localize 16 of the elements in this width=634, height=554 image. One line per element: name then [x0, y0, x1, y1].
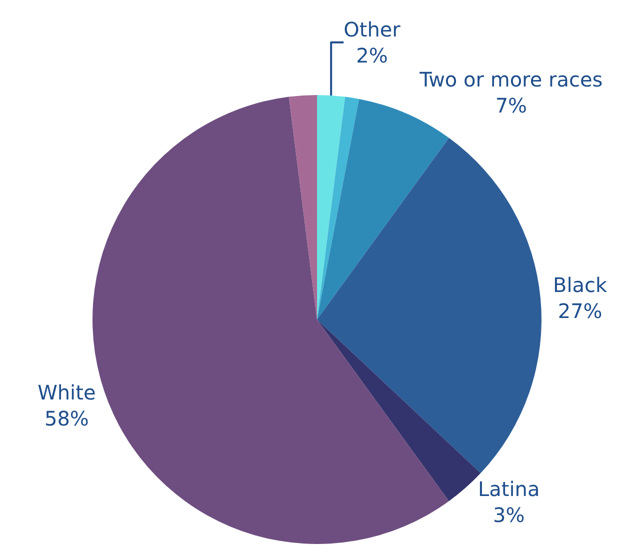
slice-label: Other: [344, 17, 402, 42]
pie-slice: [317, 320, 481, 502]
data-label: 27%: [558, 299, 602, 324]
pie-slice: [317, 138, 542, 474]
data-label: 7%: [495, 93, 528, 118]
pie-slice: [288, 95, 317, 320]
pie-slice: [317, 98, 449, 320]
data-label: 3%: [492, 502, 525, 527]
pie-slice: [317, 95, 346, 320]
data-label: 2%: [356, 43, 388, 68]
slice-label: Latina: [478, 476, 540, 501]
data-label: 58%: [44, 406, 89, 431]
slice-label: White: [38, 380, 96, 405]
pie-slice: [317, 96, 360, 320]
slice-label: Two or more races: [418, 67, 603, 92]
slice-label: Black: [553, 273, 608, 298]
